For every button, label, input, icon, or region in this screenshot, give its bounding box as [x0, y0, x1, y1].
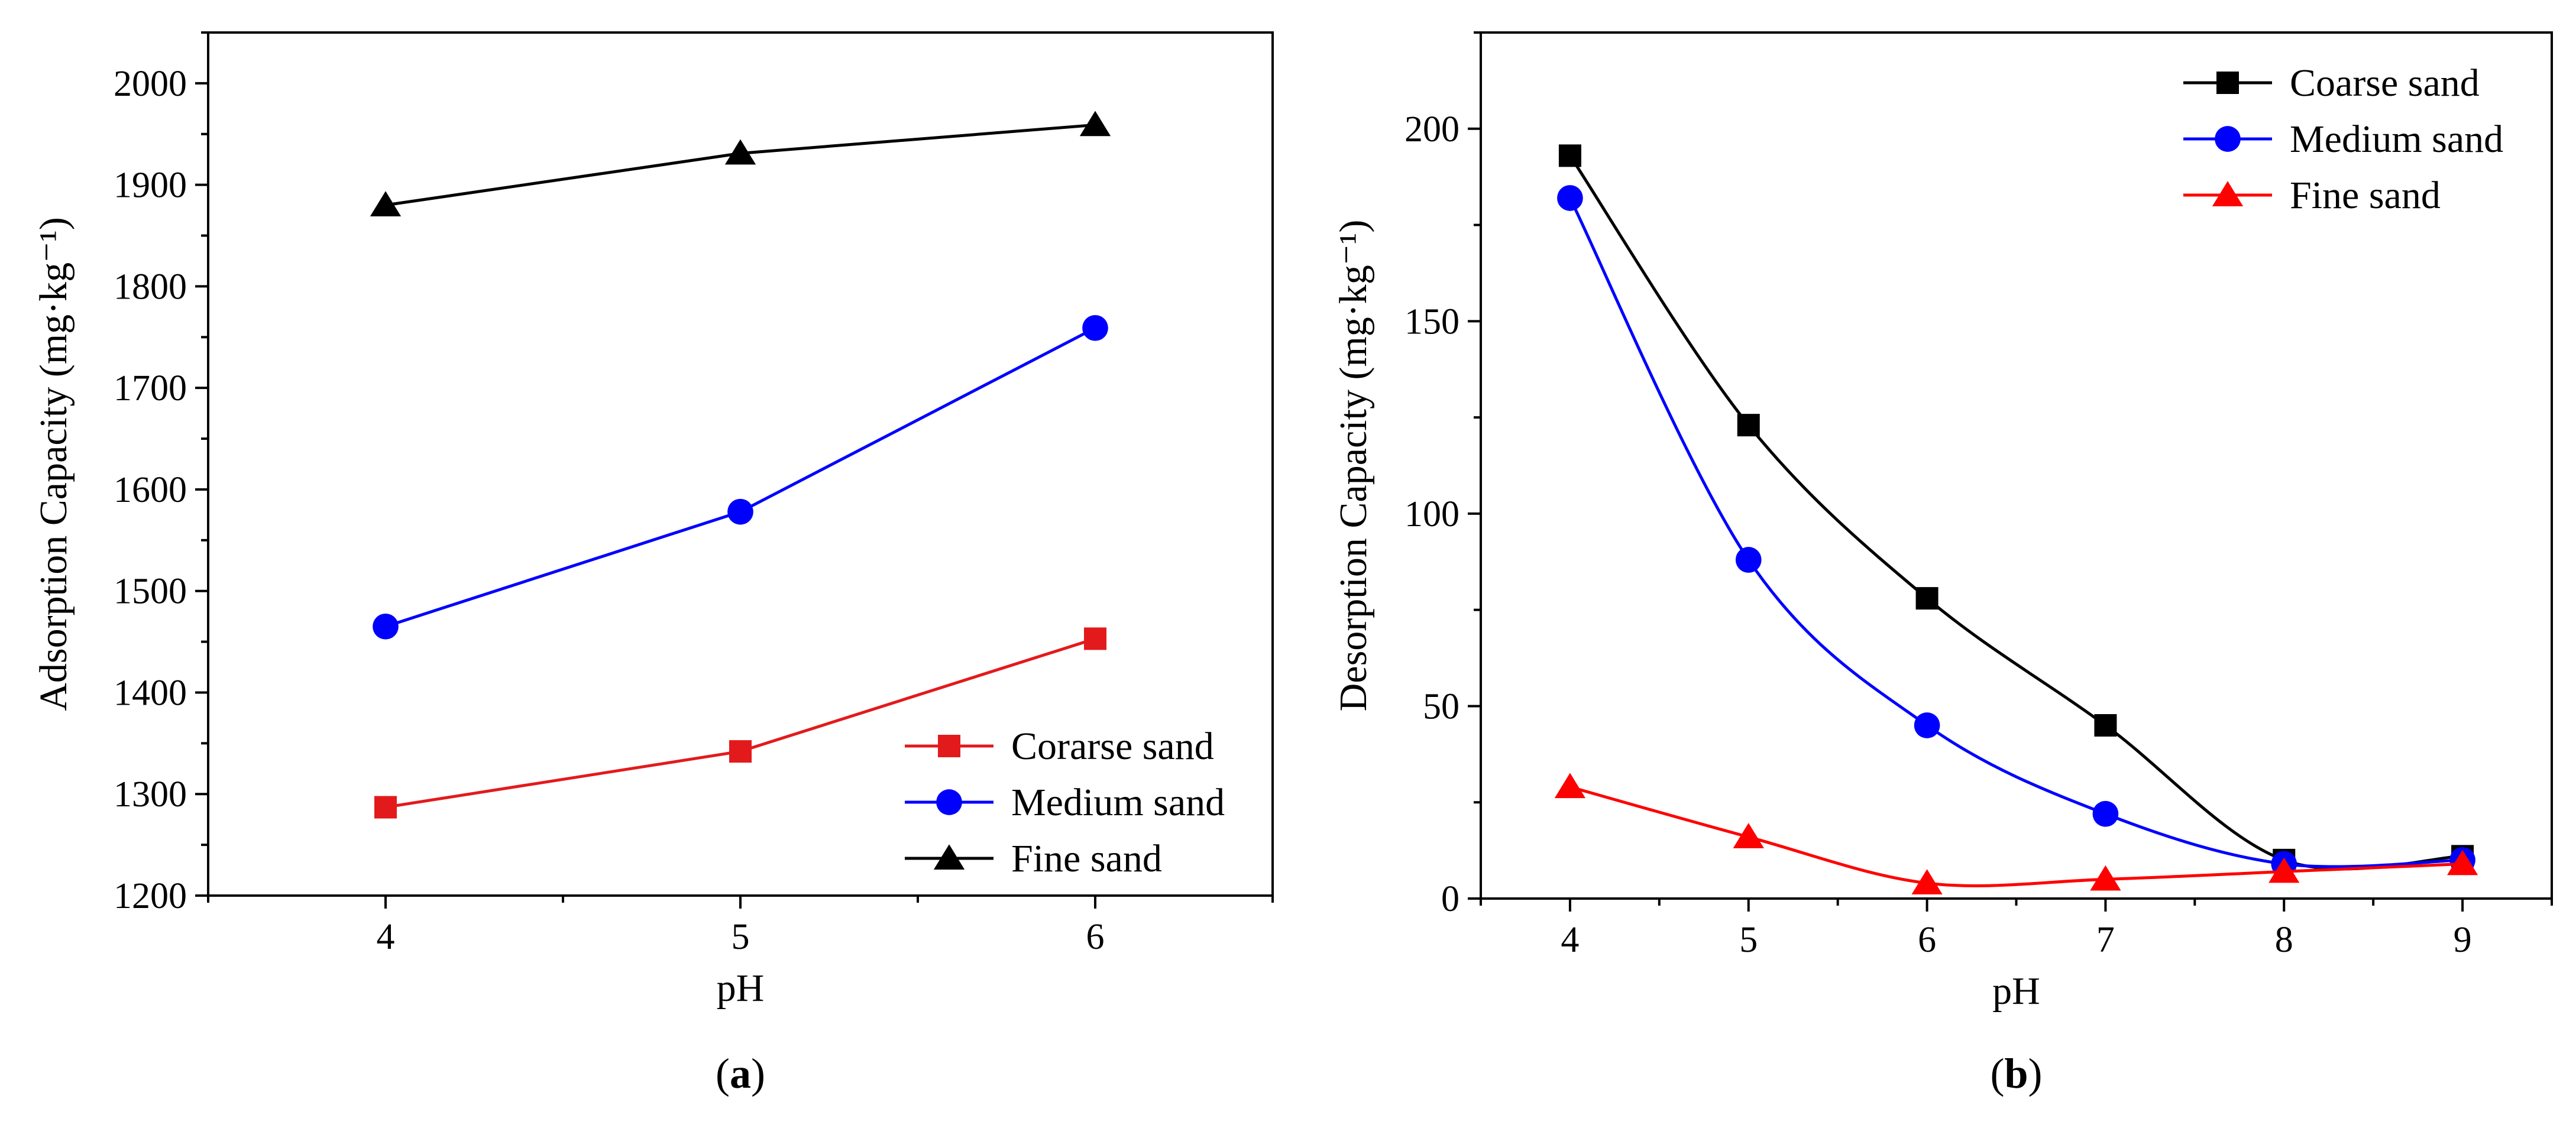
- series-line-0: [1568, 154, 2463, 871]
- panel-letter: b: [2004, 1050, 2028, 1097]
- panel-letter: a: [730, 1050, 751, 1097]
- data-point: [2268, 857, 2300, 883]
- y-tick-label: 1900: [114, 166, 187, 206]
- chart-panel-b: 4 5 6 7 8 9 0 50 100 150 200 pH Desorption Capacity …: [1332, 31, 2553, 1097]
- data-point: [1915, 587, 1939, 610]
- y-tick-label: 1800: [114, 267, 187, 307]
- legend-label-1: Medium sand: [2290, 118, 2503, 161]
- legend-marker-2: [933, 844, 965, 870]
- plot-frame: [1480, 31, 2553, 900]
- series-line-0: [385, 637, 1096, 809]
- y-tick-label: 200: [1404, 109, 1459, 150]
- legend-label-2: Fine sand: [1011, 837, 1162, 880]
- series-line-2: [385, 123, 1096, 207]
- legend: Coarse sand Medium sand Fine sand: [2183, 61, 2503, 217]
- data-point: [1082, 314, 1108, 341]
- y-tick-label: 1200: [114, 876, 187, 916]
- legend-marker-2: [2212, 181, 2244, 206]
- x-tick-label: 4: [377, 917, 395, 957]
- data-point: [374, 796, 397, 819]
- y-tick-label: 1600: [114, 470, 187, 510]
- data-point: [1557, 185, 1583, 211]
- x-axis-title: pH: [1992, 969, 2040, 1013]
- x-tick-label: 4: [1561, 920, 1579, 960]
- series-line-1: [1568, 197, 2463, 868]
- y-tick-label: 1400: [114, 673, 187, 713]
- y-tick-label: 2000: [114, 64, 187, 104]
- data-point: [1735, 547, 1762, 573]
- x-tick-label: 5: [732, 917, 750, 957]
- data-point: [2094, 714, 2117, 737]
- legend: Corarse sand Medium sand Fine sand: [905, 725, 1225, 880]
- panel-label: (a): [716, 1050, 765, 1097]
- data-point: [727, 498, 753, 525]
- x-tick-label: 6: [1086, 917, 1105, 957]
- series-line-2: [1569, 785, 2463, 887]
- legend-marker-1: [936, 789, 962, 815]
- y-tick-label: 1500: [114, 572, 187, 612]
- legend-label-0: Coarse sand: [2290, 61, 2480, 105]
- data-point: [1911, 869, 1943, 894]
- y-tick-label: 150: [1404, 301, 1459, 342]
- data-point: [1084, 627, 1106, 650]
- data-point: [1558, 144, 1581, 167]
- data-point: [2092, 800, 2119, 827]
- x-tick-label: 6: [1918, 920, 1936, 960]
- panel-label: (b): [1990, 1050, 2042, 1097]
- data-point: [1079, 111, 1111, 137]
- x-tick-label: 5: [1739, 920, 1758, 960]
- data-point: [370, 191, 402, 216]
- legend-label-2: Fine sand: [2290, 174, 2441, 217]
- x-tick-label: 9: [2454, 920, 2472, 960]
- x-tick-label: 7: [2096, 920, 2115, 960]
- x-tick-label: 8: [2275, 920, 2293, 960]
- legend-label-1: Medium sand: [1011, 781, 1225, 824]
- legend-marker-0: [938, 735, 960, 757]
- data-point: [2446, 849, 2478, 875]
- legend-marker-0: [2216, 72, 2239, 94]
- y-tick-label: 0: [1441, 879, 1459, 919]
- data-point: [373, 613, 399, 640]
- data-point: [729, 740, 752, 763]
- data-point: [2090, 865, 2121, 891]
- data-point: [724, 139, 756, 165]
- series-line-1: [385, 326, 1096, 628]
- legend-label-0: Corarse sand: [1011, 725, 1214, 768]
- y-tick-label: 50: [1423, 686, 1459, 727]
- y-tick-label: 100: [1404, 494, 1459, 534]
- legend-marker-1: [2215, 126, 2241, 152]
- data-point: [1914, 712, 1940, 738]
- y-axis-title: Adsorption Capacity (mg·kg⁻¹): [32, 217, 75, 711]
- data-point: [1737, 414, 1760, 437]
- data-point: [1554, 773, 1586, 799]
- y-tick-label: 1300: [114, 774, 187, 815]
- y-tick-label: 1700: [114, 368, 187, 408]
- y-axis-title: Desorption Capacity (mg·kg⁻¹): [1332, 220, 1375, 712]
- chart-panel-a: 4 5 6 1200 1300 1400 1500 1600 1700 1800 1900 2000 p…: [32, 31, 1274, 1097]
- x-axis-title: pH: [717, 967, 765, 1010]
- data-point: [1733, 823, 1764, 848]
